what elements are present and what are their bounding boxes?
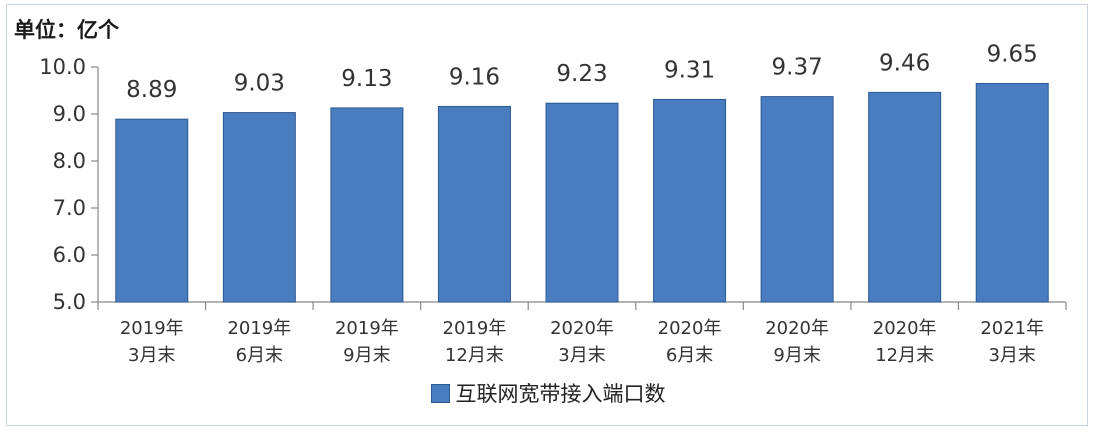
x-tick-label-month: 9月末 [343, 345, 390, 366]
x-tick-label-month: 12月末 [875, 345, 934, 366]
x-tick-label-year: 2019年 [335, 318, 399, 339]
x-tick-label-month: 3月末 [988, 345, 1035, 366]
legend-label: 互联网宽带接入端口数 [455, 382, 666, 406]
x-tick-label-year: 2019年 [227, 318, 291, 339]
bar [437, 105, 511, 303]
x-tick-label-year: 2019年 [120, 318, 184, 339]
data-label: 9.65 [987, 41, 1038, 67]
x-tick-label-year: 2020年 [873, 318, 937, 339]
bar [330, 107, 404, 303]
y-tick-label: 6.0 [53, 243, 86, 267]
bar [975, 82, 1049, 303]
bar [760, 96, 834, 303]
data-label: 9.23 [556, 61, 607, 87]
y-tick-label: 10.0 [39, 55, 86, 79]
x-tick-label-month: 9月末 [773, 345, 820, 366]
data-label: 9.46 [879, 50, 930, 76]
bar [868, 91, 942, 303]
data-label: 9.03 [234, 71, 285, 97]
bar [222, 112, 296, 303]
legend-swatch [430, 383, 450, 403]
x-tick-label-year: 2020年 [765, 318, 829, 339]
data-label: 9.13 [341, 66, 392, 92]
bars [115, 82, 1049, 303]
data-label: 8.89 [126, 77, 177, 103]
y-tick-label: 5.0 [53, 290, 86, 314]
y-tick-label: 7.0 [53, 196, 86, 220]
x-tick-label-year: 2021年 [980, 318, 1044, 339]
x-tick-label-month: 6月末 [666, 345, 713, 366]
x-tick-label-month: 6月末 [236, 345, 283, 366]
data-label: 9.16 [449, 64, 500, 90]
y-tick-label: 9.0 [53, 102, 86, 126]
x-tick-label-year: 2019年 [443, 318, 507, 339]
legend: 互联网宽带接入端口数 [0, 378, 1096, 408]
unit-label: 单位：亿个 [14, 18, 119, 42]
bar [653, 98, 727, 303]
bar-chart: 5.0 6.0 7.0 8.0 9.0 10.0 2019年 3月末 2019年 6月末 2019年… [39, 41, 1067, 366]
x-tick-label-year: 2020年 [550, 318, 614, 339]
bar [545, 102, 619, 303]
bar [115, 118, 189, 303]
axes: 5.0 6.0 7.0 8.0 9.0 10.0 2019年 3月末 2019年 6月末 2019年… [39, 55, 1067, 366]
data-label: 9.31 [664, 57, 715, 83]
data-label: 9.37 [772, 55, 823, 81]
x-tick-label-month: 12月末 [445, 345, 504, 366]
x-tick-label-month: 3月末 [558, 345, 605, 366]
x-tick-label-month: 3月末 [128, 345, 175, 366]
x-tick-label-year: 2020年 [658, 318, 722, 339]
y-tick-label: 8.0 [53, 149, 86, 173]
data-labels: 8.89 9.03 9.13 9.16 9.23 9.31 9.37 9.46 9.65 [126, 41, 1038, 103]
